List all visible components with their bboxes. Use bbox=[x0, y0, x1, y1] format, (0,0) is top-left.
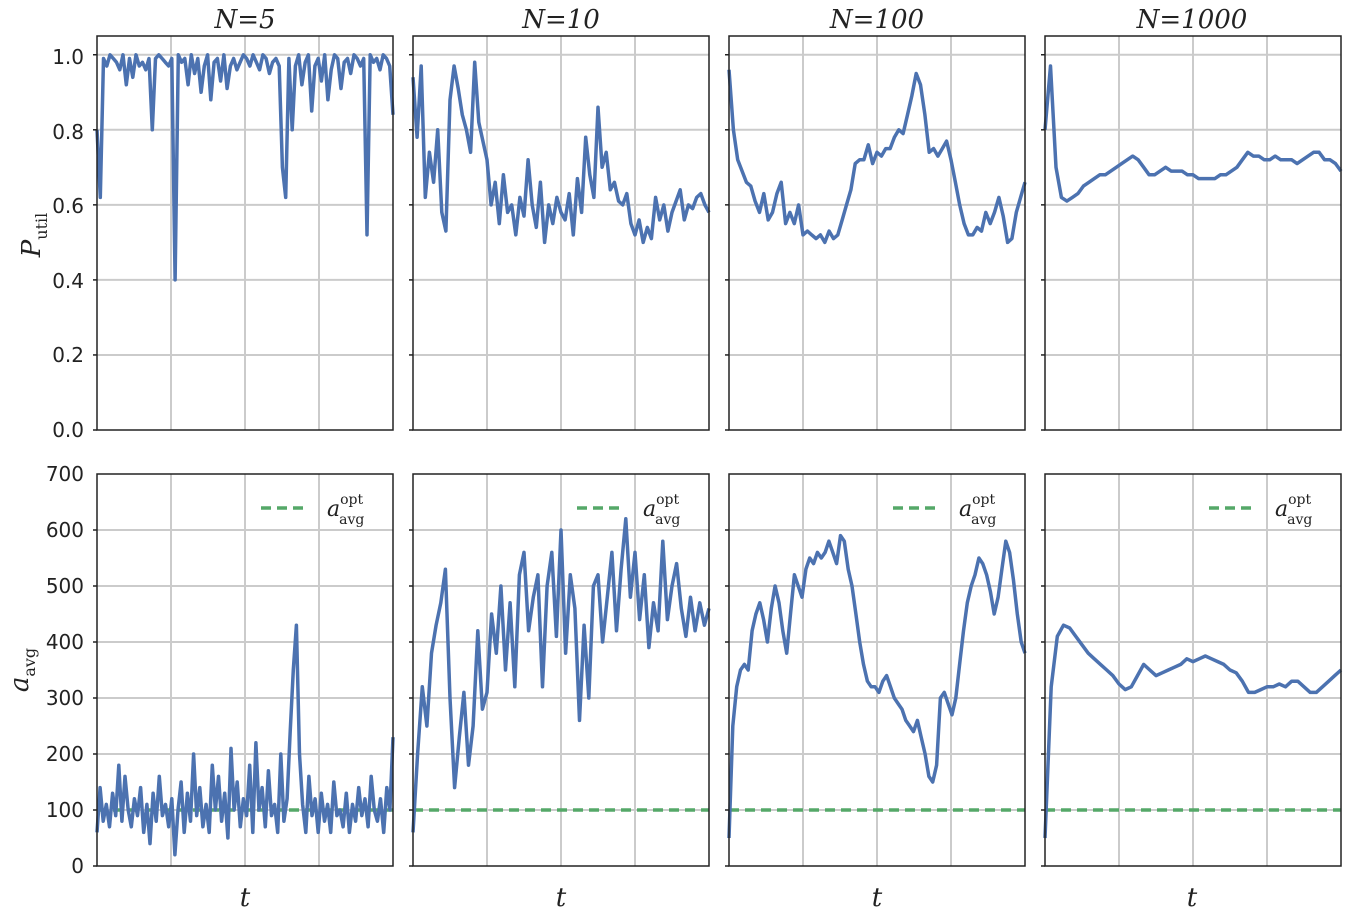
axes-frame bbox=[1044, 35, 1342, 431]
panel-top-n100 bbox=[725, 35, 1027, 431]
y-tick-label: 0 bbox=[71, 854, 84, 878]
y-axis-label-aavg: aavg bbox=[5, 648, 39, 692]
legend: aopt avg bbox=[893, 492, 996, 528]
axes-frame bbox=[96, 473, 394, 867]
panel-bottom-n1000: aopt avg bbox=[1041, 473, 1343, 867]
legend: aopt avg bbox=[577, 492, 680, 528]
y-tick-label: 0.0 bbox=[52, 418, 84, 442]
y-tick-label: 400 bbox=[46, 630, 84, 654]
x-axis-label-t-4: t bbox=[1187, 883, 1198, 913]
y-tick-label: 600 bbox=[46, 518, 84, 542]
y-tick-label: 500 bbox=[46, 574, 84, 598]
legend-label: aopt avg bbox=[1275, 492, 1312, 528]
legend-label: aopt avg bbox=[959, 492, 996, 528]
axes-frame bbox=[728, 473, 1026, 867]
axes-frame bbox=[96, 35, 394, 431]
panel-top-n10 bbox=[409, 35, 711, 431]
legend: aopt avg bbox=[1209, 492, 1312, 528]
y-tick-label: 0.8 bbox=[52, 120, 84, 144]
y-ticks-top: 0.0 0.2 0.4 0.6 0.8 1.0 bbox=[52, 45, 84, 442]
y-tick-label: 1.0 bbox=[52, 45, 84, 69]
axes-frame bbox=[1044, 473, 1342, 867]
x-axis-label-t-3: t bbox=[872, 883, 883, 913]
panel-title-n1000: N=1000 bbox=[1136, 5, 1248, 35]
axes-frame bbox=[728, 35, 1026, 431]
y-tick-label: 100 bbox=[46, 798, 84, 822]
y-ticks-bottom: 0 100 200 300 400 500 600 700 bbox=[46, 462, 84, 878]
y-tick-label: 0.2 bbox=[52, 343, 84, 367]
panel-bottom-n10: aopt avg bbox=[409, 473, 711, 867]
legend-label: aopt avg bbox=[327, 492, 364, 528]
y-tick-label: 0.6 bbox=[52, 194, 84, 218]
series-line bbox=[411, 517, 711, 833]
x-axis-label-t-1: t bbox=[240, 883, 251, 913]
y-tick-label: 300 bbox=[46, 686, 84, 710]
panel-bottom-n100: aopt avg bbox=[725, 473, 1027, 867]
y-tick-label: 200 bbox=[46, 742, 84, 766]
axes-frame bbox=[412, 473, 710, 867]
panel-bottom-n5: aopt avg bbox=[93, 473, 395, 867]
series-line bbox=[727, 533, 1027, 839]
series-line bbox=[411, 60, 711, 245]
panel-title-n10: N=10 bbox=[521, 5, 600, 35]
series-line bbox=[727, 69, 1027, 245]
axes-frame bbox=[412, 35, 710, 431]
panel-title-n5: N=5 bbox=[213, 5, 275, 35]
legend-label: aopt avg bbox=[643, 492, 680, 528]
svg-text:aavg: aavg bbox=[5, 648, 39, 692]
series-line bbox=[1043, 64, 1343, 203]
series-line bbox=[1043, 623, 1343, 839]
legend: aopt avg bbox=[261, 492, 364, 528]
y-tick-label: 0.4 bbox=[52, 269, 84, 293]
x-axis-label-t-2: t bbox=[556, 883, 567, 913]
y-axis-label-putil: Putil bbox=[17, 213, 51, 258]
panel-top-n1000 bbox=[1041, 35, 1343, 431]
panel-title-n100: N=100 bbox=[829, 5, 924, 35]
svg-text:Putil: Putil bbox=[17, 213, 51, 258]
panel-top-n5 bbox=[93, 35, 395, 431]
y-tick-label: 700 bbox=[46, 462, 84, 486]
series-line bbox=[95, 53, 395, 282]
series-line bbox=[95, 623, 395, 857]
